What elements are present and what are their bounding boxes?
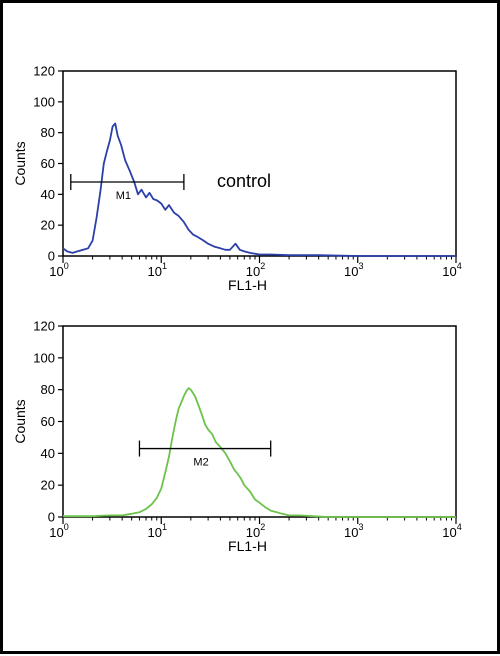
bottom-y-tick-label: 20 [41,478,55,493]
bottom-x-tick-label: 104 [442,522,461,540]
bottom-x-tick-label: 103 [344,522,363,540]
top-y-tick-label: 20 [41,218,55,233]
x-tick-base: 10 [246,264,260,279]
top-x-tick-label: 102 [246,261,265,279]
top-x-tick-label: 103 [344,261,363,279]
bottom-y-tick-label: 100 [33,350,55,365]
x-tick-base: 10 [344,264,358,279]
x-tick-base: 10 [49,525,63,540]
top-control-annotation: control [217,171,271,191]
x-tick-exponent: 3 [358,522,363,532]
top-y-tick-label: 0 [48,249,55,264]
bottom-gate-label: M2 [193,457,208,469]
x-tick-exponent: 3 [358,261,363,271]
x-tick-exponent: 2 [260,522,265,532]
x-tick-exponent: 4 [457,261,462,271]
top-y-axis-label: Counts [12,141,28,185]
top-y-tick-label: 80 [41,125,55,140]
bottom-y-tick-label: 60 [41,414,55,429]
x-tick-exponent: 0 [64,261,69,271]
top-histogram-series [62,122,456,257]
top-plot-frame [62,70,457,257]
x-tick-base: 10 [442,264,456,279]
x-tick-base: 10 [246,525,260,540]
x-tick-exponent: 1 [162,522,167,532]
top-y-tick-label: 120 [33,64,55,79]
x-tick-base: 10 [148,264,162,279]
bottom-x-tick-label: 102 [246,522,265,540]
top-y-tick-label: 40 [41,187,55,202]
bottom-histogram-series [63,387,456,518]
bottom-y-tick-label: 0 [48,510,55,525]
x-tick-base: 10 [344,525,358,540]
x-tick-exponent: 0 [64,522,69,532]
x-tick-base: 10 [148,525,162,540]
top-x-tick-label: 101 [148,261,167,279]
bottom-y-tick-label: 40 [41,446,55,461]
x-tick-base: 10 [49,264,63,279]
x-tick-exponent: 4 [457,522,462,532]
top-y-tick-label: 60 [41,156,55,171]
x-tick-base: 10 [442,525,456,540]
top-x-tick-label: 104 [442,261,461,279]
bottom-y-axis-label: Counts [12,399,28,443]
bottom-y-tick-label: 80 [41,382,55,397]
bottom-x-tick-label: 101 [148,522,167,540]
bottom-y-tick-label: 120 [33,319,55,334]
x-tick-exponent: 2 [260,261,265,271]
top-y-tick-label: 100 [33,94,55,109]
top-x-tick-label: 100 [49,261,68,279]
top-gate-label: M1 [116,190,131,202]
bottom-x-axis-label: FL1-H [228,538,267,554]
bottom-plot-frame [62,325,457,518]
x-tick-exponent: 1 [162,261,167,271]
top-x-axis-label: FL1-H [228,277,267,293]
bottom-x-tick-label: 100 [49,522,68,540]
